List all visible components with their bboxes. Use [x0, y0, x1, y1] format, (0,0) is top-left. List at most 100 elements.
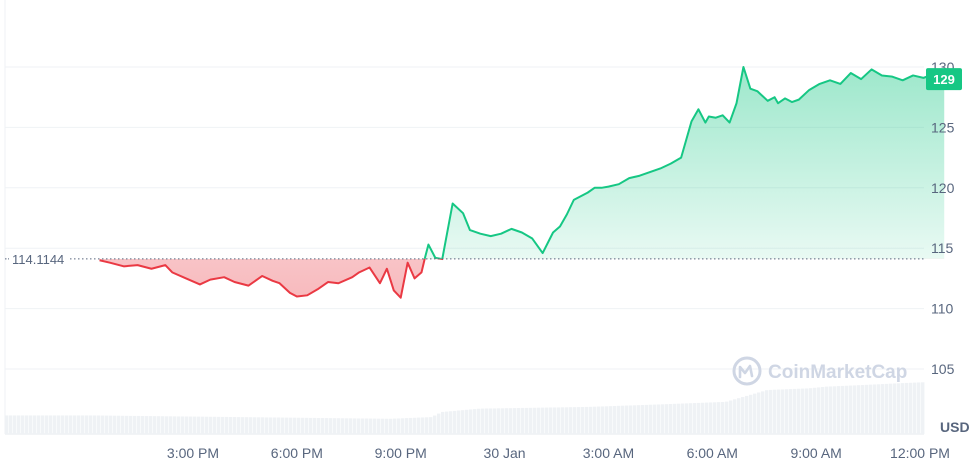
volume-bar — [413, 417, 417, 434]
volume-bar — [441, 411, 445, 434]
volume-bar — [921, 382, 925, 434]
volume-bar — [753, 393, 757, 434]
volume-bar — [133, 415, 137, 434]
volume-bar — [29, 415, 33, 434]
volume-bar — [121, 415, 125, 434]
volume-bar — [53, 415, 57, 434]
volume-bar — [553, 407, 557, 434]
volume-bar — [917, 382, 921, 434]
volume-bar — [813, 387, 817, 434]
volume-bar — [845, 385, 849, 434]
volume-bar — [209, 416, 213, 434]
x-tick-label: 9:00 PM — [375, 445, 427, 461]
volume-bar — [5, 415, 9, 434]
volume-bar — [449, 411, 453, 434]
volume-bar — [337, 418, 341, 434]
volume-bar — [561, 407, 565, 434]
volume-bar — [781, 389, 785, 434]
volume-bar — [273, 417, 277, 434]
volume-bar — [189, 416, 193, 434]
volume-bar — [69, 415, 73, 434]
x-tick-label: 6:00 PM — [271, 445, 323, 461]
volume-bar — [717, 402, 721, 434]
current-price-label: 129 — [933, 72, 955, 87]
volume-bar — [829, 386, 833, 434]
volume-bar — [417, 417, 421, 434]
volume-bar — [81, 415, 85, 434]
volume-bar — [289, 417, 293, 434]
currency-unit-label: USD — [940, 419, 970, 435]
volume-bar — [489, 408, 493, 434]
volume-bar — [233, 417, 237, 434]
volume-bar — [305, 417, 309, 434]
volume-bar — [693, 403, 697, 434]
price-line-up — [423, 66, 945, 259]
volume-bar — [625, 405, 629, 434]
volume-bar — [773, 389, 777, 434]
volume-bar — [33, 415, 37, 434]
volume-bar — [457, 410, 461, 434]
volume-bar — [425, 417, 429, 434]
volume-bar — [237, 417, 241, 434]
volume-bar — [225, 416, 229, 434]
volume-bar — [349, 418, 353, 434]
volume-bar — [173, 416, 177, 434]
volume-bar — [89, 415, 93, 434]
volume-bar — [105, 415, 109, 434]
volume-bar — [577, 407, 581, 434]
volume-bar — [837, 386, 841, 434]
volume-bar — [137, 415, 141, 434]
price-line-down — [99, 258, 444, 299]
volume-bar — [541, 407, 545, 434]
volume-bar — [861, 385, 865, 434]
line-layer — [99, 66, 945, 299]
volume-bar — [257, 417, 261, 434]
volume-bar — [537, 407, 541, 434]
volume-bar — [9, 415, 13, 434]
volume-bar — [497, 408, 501, 434]
volume-bar — [621, 405, 625, 434]
volume-bar — [609, 406, 613, 434]
volume-bar — [325, 418, 329, 434]
volume-bar — [841, 385, 845, 434]
volume-bar — [509, 408, 513, 434]
volume-bar — [113, 415, 117, 434]
volume-bar — [645, 404, 649, 434]
volume-bar — [585, 406, 589, 434]
volume-bar — [805, 388, 809, 434]
volume-bar — [601, 406, 605, 434]
volume-bar — [869, 384, 873, 434]
volume-bar — [529, 407, 533, 434]
volume-bar — [765, 390, 769, 434]
volume-bar — [653, 404, 657, 434]
volume-bar — [61, 415, 65, 434]
volume-bar — [329, 418, 333, 434]
volume-bar — [45, 415, 49, 434]
area-layer — [99, 67, 945, 298]
volume-bar — [533, 407, 537, 434]
volume-bar — [913, 382, 917, 434]
volume-bar — [253, 417, 257, 434]
volume-bar — [109, 415, 113, 434]
volume-bar — [285, 417, 289, 434]
volume-bar — [809, 388, 813, 434]
volume-bar — [221, 416, 225, 434]
volume-bar — [873, 384, 877, 434]
y-tick-label: 105 — [931, 361, 955, 377]
volume-bar — [85, 415, 89, 434]
volume-bar — [205, 416, 209, 434]
volume-bar — [281, 417, 285, 434]
volume-bar — [49, 415, 53, 434]
volume-bar — [321, 418, 325, 434]
volume-bar — [313, 417, 317, 434]
baseline-layer: 114.1144 — [5, 252, 924, 267]
volume-bar — [789, 389, 793, 434]
volume-bar — [421, 417, 425, 434]
y-tick-label: 115 — [931, 240, 954, 256]
volume-bar — [385, 418, 389, 434]
volume-bar — [193, 416, 197, 434]
volume-bar — [885, 383, 889, 434]
volume-bar — [685, 403, 689, 434]
